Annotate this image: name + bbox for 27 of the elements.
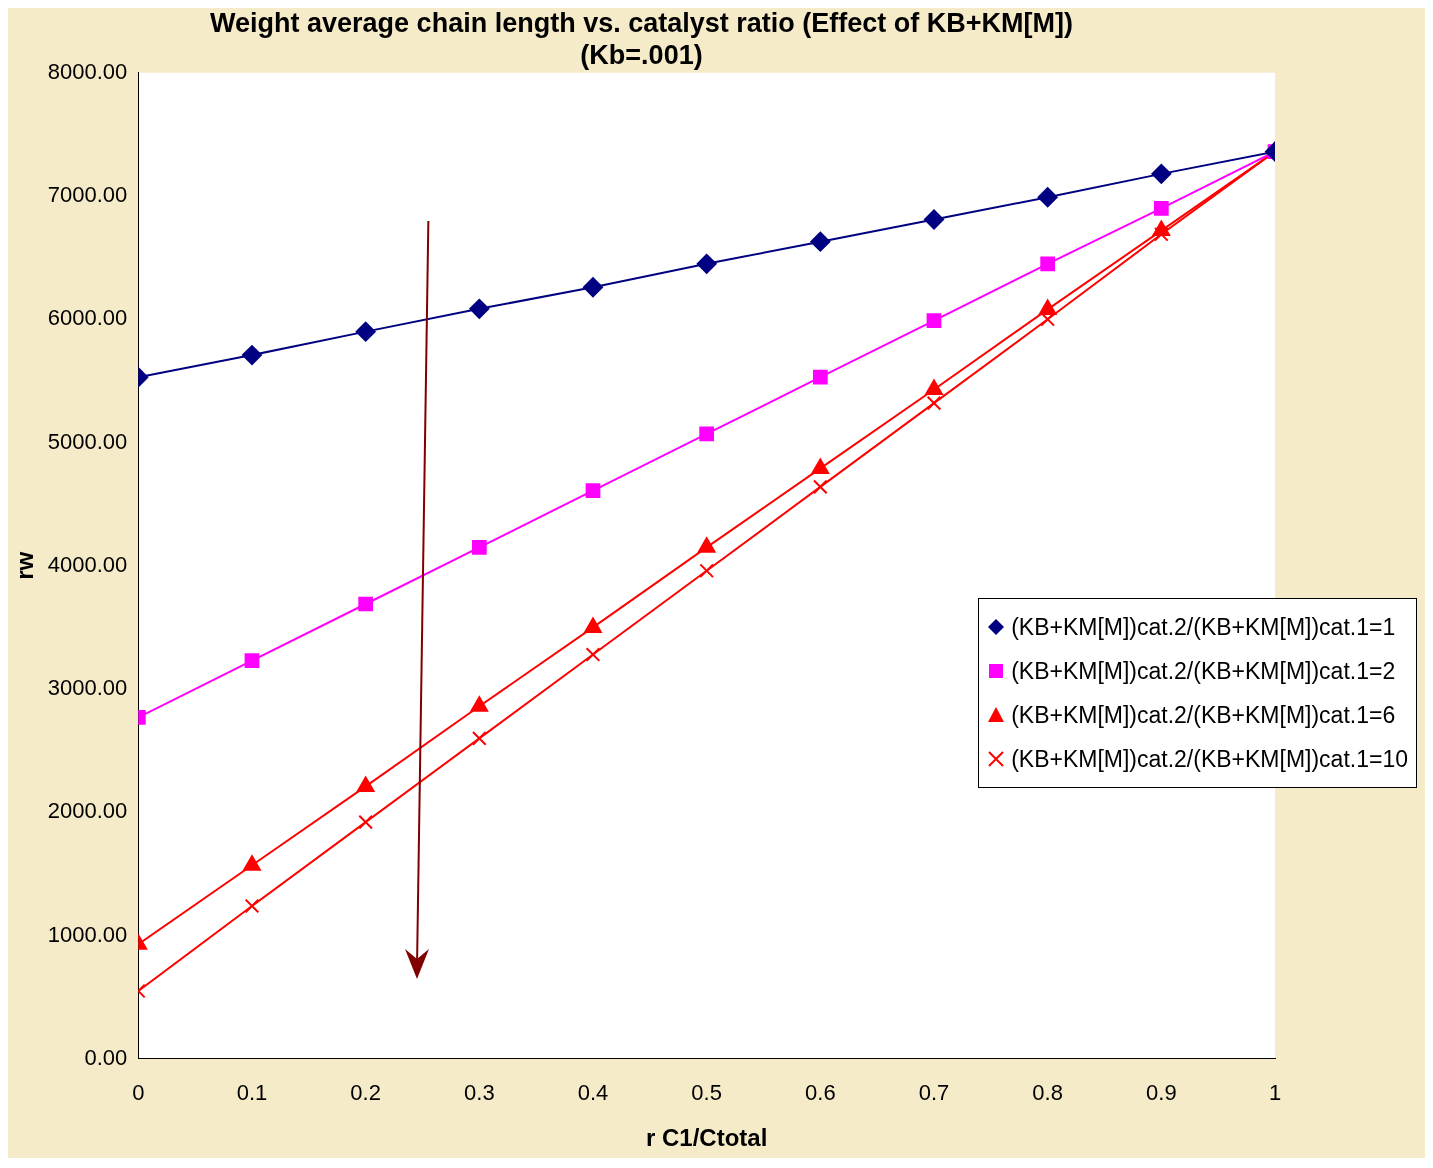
y-tick-label: 8000.00 [47, 58, 128, 84]
y-tick-label: 3000.00 [47, 675, 128, 701]
x-tick-label: 1 [1268, 1080, 1282, 1106]
y-tick-label: 7000.00 [47, 182, 128, 208]
legend-label: (KB+KM[M])cat.2/(KB+KM[M])cat.1=1 [1011, 613, 1396, 642]
x-tick-label: 0.7 [918, 1080, 950, 1106]
y-tick-label: 1000.00 [47, 921, 128, 947]
chart-title: Weight average chain length vs. catalyst ratio (Effect of KB+KM[M]) (Kb=.001) [210, 7, 1073, 71]
x-tick-label: 0.6 [805, 1080, 836, 1106]
y-tick-label: 0.00 [84, 1044, 128, 1070]
x-tick-label: 0.1 [236, 1080, 268, 1106]
x-tick-label: 0.8 [1032, 1080, 1063, 1106]
y-tick-label: 2000.00 [47, 798, 128, 824]
x-tick-label: 0.9 [1146, 1080, 1177, 1106]
x-tick-label: 0.4 [577, 1080, 609, 1106]
y-tick-label: 4000.00 [47, 551, 128, 577]
legend-label: (KB+KM[M])cat.2/(KB+KM[M])cat.1=2 [1011, 657, 1396, 686]
y-axis-title: rw [11, 551, 39, 580]
x-axis-title: r C1/Ctotal [645, 1124, 768, 1152]
x-tick-label: 0.2 [350, 1080, 381, 1106]
y-tick-label: 5000.00 [47, 428, 128, 454]
legend-label: (KB+KM[M])cat.2/(KB+KM[M])cat.1=6 [1011, 701, 1396, 730]
x-tick-label: 0.5 [691, 1080, 722, 1106]
y-tick-label: 6000.00 [47, 305, 128, 331]
x-tick-label: 0 [132, 1080, 145, 1106]
x-tick-label: 0.3 [464, 1080, 495, 1106]
legend-label: (KB+KM[M])cat.2/(KB+KM[M])cat.1=10 [1011, 745, 1408, 774]
